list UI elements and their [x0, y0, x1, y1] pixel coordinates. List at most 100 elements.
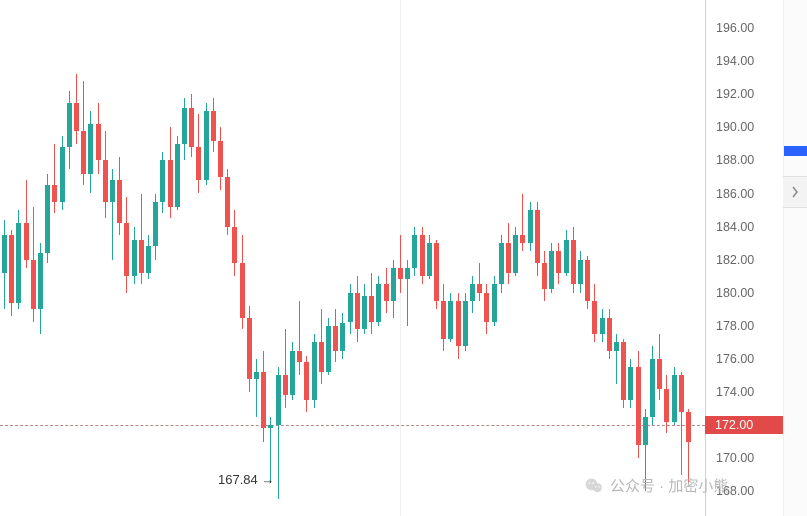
candle[interactable]: [362, 296, 367, 329]
candle[interactable]: [24, 223, 29, 259]
candle[interactable]: [132, 240, 137, 276]
candle[interactable]: [549, 251, 554, 289]
candle[interactable]: [232, 227, 237, 263]
candle[interactable]: [31, 260, 36, 310]
candle[interactable]: [664, 389, 669, 422]
candle[interactable]: [470, 284, 475, 301]
candle[interactable]: [196, 147, 201, 180]
candle[interactable]: [146, 246, 151, 272]
candle[interactable]: [74, 103, 79, 131]
candle[interactable]: [398, 268, 403, 280]
candle[interactable]: [405, 268, 410, 280]
candle[interactable]: [672, 375, 677, 421]
candle[interactable]: [621, 342, 626, 400]
candle[interactable]: [585, 260, 590, 301]
candle[interactable]: [636, 367, 641, 445]
candle[interactable]: [607, 318, 612, 351]
candle[interactable]: [456, 301, 461, 346]
candle[interactable]: [290, 351, 295, 396]
candle[interactable]: [247, 318, 252, 379]
candle[interactable]: [592, 301, 597, 334]
candle[interactable]: [117, 180, 122, 223]
candle[interactable]: [333, 326, 338, 351]
candle[interactable]: [484, 293, 489, 323]
candle[interactable]: [204, 111, 209, 180]
candle[interactable]: [312, 342, 317, 400]
candle[interactable]: [564, 240, 569, 273]
candle[interactable]: [427, 243, 432, 276]
candle[interactable]: [650, 359, 655, 417]
candle[interactable]: [189, 108, 194, 148]
candle[interactable]: [52, 185, 57, 202]
candle[interactable]: [657, 359, 662, 389]
candle[interactable]: [355, 293, 360, 329]
candle[interactable]: [153, 202, 158, 247]
candle[interactable]: [376, 284, 381, 322]
candle[interactable]: [110, 180, 115, 202]
candle[interactable]: [139, 240, 144, 273]
candle[interactable]: [513, 235, 518, 273]
candle[interactable]: [600, 318, 605, 335]
candle[interactable]: [578, 260, 583, 285]
candle[interactable]: [261, 372, 266, 428]
candle[interactable]: [182, 108, 187, 144]
candle[interactable]: [643, 417, 648, 445]
candle[interactable]: [628, 367, 633, 400]
candle[interactable]: [477, 284, 482, 292]
candle[interactable]: [45, 185, 50, 253]
candle[interactable]: [463, 301, 468, 346]
candle[interactable]: [528, 210, 533, 243]
plot-area[interactable]: 167.84 →: [0, 0, 705, 516]
candle[interactable]: [88, 124, 93, 174]
candle[interactable]: [319, 342, 324, 372]
candle[interactable]: [434, 243, 439, 301]
collapse-panel-button[interactable]: [783, 176, 807, 208]
candle[interactable]: [412, 235, 417, 268]
candle[interactable]: [283, 375, 288, 395]
candle[interactable]: [175, 144, 180, 207]
candle[interactable]: [348, 293, 353, 323]
candle[interactable]: [9, 235, 14, 303]
candle[interactable]: [499, 243, 504, 284]
candle[interactable]: [276, 375, 281, 425]
candle[interactable]: [38, 253, 43, 309]
candle[interactable]: [506, 243, 511, 273]
candle[interactable]: [304, 362, 309, 400]
candle[interactable]: [168, 160, 173, 206]
candle[interactable]: [384, 284, 389, 301]
candle[interactable]: [441, 301, 446, 339]
candle[interactable]: [391, 268, 396, 301]
candle[interactable]: [67, 103, 72, 148]
candle[interactable]: [535, 210, 540, 263]
candle[interactable]: [571, 240, 576, 285]
candle[interactable]: [2, 235, 7, 273]
candle[interactable]: [103, 160, 108, 201]
candle[interactable]: [268, 425, 273, 428]
candle[interactable]: [326, 326, 331, 372]
candle[interactable]: [60, 147, 65, 202]
candle[interactable]: [297, 351, 302, 363]
candle[interactable]: [542, 263, 547, 289]
candle[interactable]: [218, 141, 223, 177]
candle[interactable]: [81, 131, 86, 174]
watermark: 公众号 · 加密小熊: [584, 475, 728, 496]
candle[interactable]: [420, 235, 425, 276]
candle[interactable]: [686, 412, 691, 442]
candle[interactable]: [492, 284, 497, 322]
candle[interactable]: [556, 251, 561, 273]
candle[interactable]: [160, 160, 165, 201]
candle[interactable]: [614, 342, 619, 350]
candle[interactable]: [240, 263, 245, 318]
candle[interactable]: [679, 375, 684, 411]
candle[interactable]: [340, 323, 345, 351]
candle[interactable]: [225, 177, 230, 227]
candle[interactable]: [96, 124, 101, 160]
candle[interactable]: [16, 223, 21, 302]
candle[interactable]: [124, 223, 129, 276]
candle[interactable]: [448, 301, 453, 339]
candle[interactable]: [369, 296, 374, 322]
candle[interactable]: [211, 111, 216, 141]
candlestick-chart[interactable]: 167.84 → 196.00194.00192.00190.00188.001…: [0, 0, 807, 516]
candle[interactable]: [520, 235, 525, 243]
candle[interactable]: [254, 372, 259, 379]
